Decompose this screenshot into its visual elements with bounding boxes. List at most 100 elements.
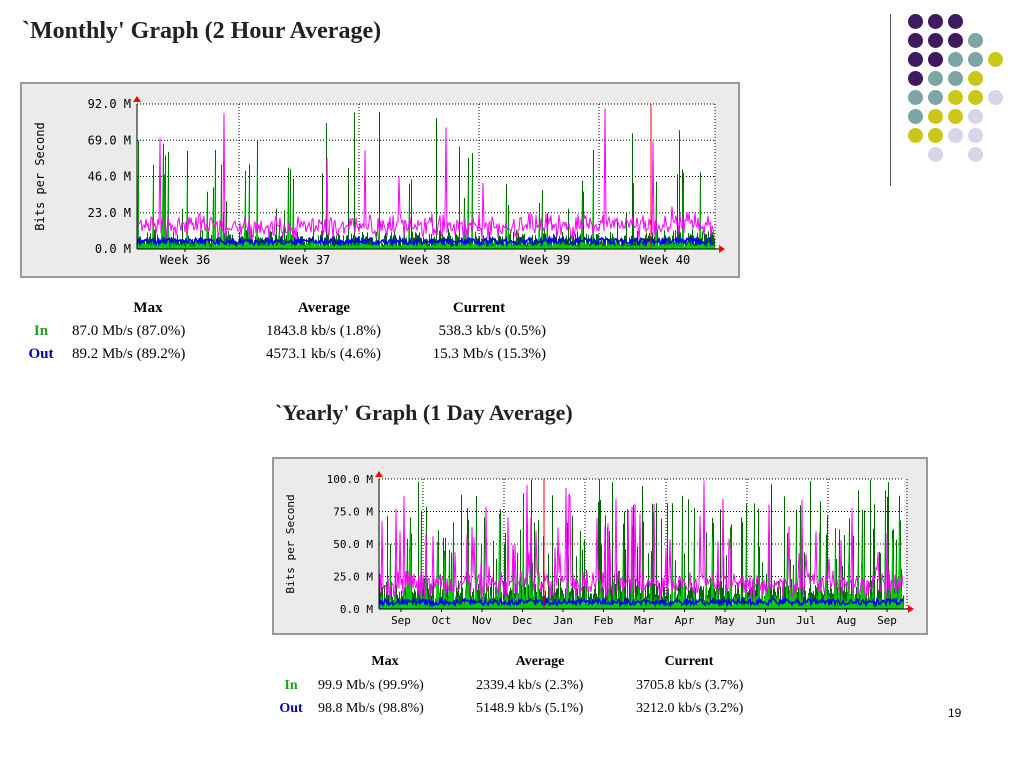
decorative-dot [948, 52, 963, 67]
out-label: Out [28, 346, 54, 362]
yearly-chart: 0.0 M 25.0 M 50.0 M 75.0 M 100.0 M Sep Oct Nov D… [272, 457, 928, 635]
x-tick-label: Week 38 [400, 253, 451, 267]
decorative-dot [968, 52, 983, 67]
monthly-chart-svg: 0.0 M 23.0 M 46.0 M 69.0 M 92.0 M Week 36 Week… [33, 96, 725, 267]
decorative-dot [968, 109, 983, 124]
y-tick-label: 23.0 M [88, 206, 131, 220]
in-current: 3705.8 kb/s (3.7%) [636, 677, 744, 693]
x-tick-label: Week 40 [640, 253, 691, 267]
out-average: 4573.1 kb/s (4.6%) [266, 346, 381, 362]
current-header: Current [452, 299, 506, 316]
y-tick-label: 100.0 M [327, 473, 374, 486]
decorative-dot [928, 14, 943, 29]
x-tick-label: Feb [594, 614, 614, 627]
decorative-dot [948, 33, 963, 48]
decorative-dot [968, 128, 983, 143]
decorative-dot [988, 52, 1003, 67]
in-max: 99.9 Mb/s (99.9%) [318, 677, 424, 693]
decorative-dot [928, 128, 943, 143]
decorative-dot [968, 147, 983, 162]
decorative-dot [908, 71, 923, 86]
x-tick-label: Jan [553, 614, 573, 627]
y-axis-arrow [133, 96, 141, 102]
y-tick-label: 46.0 M [88, 170, 131, 184]
y-axis-label: Bits per Second [33, 122, 47, 230]
y-tick-label: 75.0 M [333, 506, 373, 519]
decorative-dot [928, 33, 943, 48]
decorative-dot-grid [908, 14, 1012, 164]
x-tick-label: Jul [796, 614, 816, 627]
average-header: Average [515, 654, 565, 669]
out-average: 5148.9 kb/s (5.1%) [476, 700, 584, 716]
monthly-stats-table: Max Average Current In 87.0 Mb/s (87.0%)… [22, 296, 546, 366]
y-axis-label: Bits per Second [284, 494, 297, 593]
yearly-graph-title: `Yearly' Graph (1 Day Average) [275, 400, 573, 425]
x-tick-label: Week 37 [280, 253, 331, 267]
y-tick-label: 0.0 M [340, 603, 373, 616]
max-header: Max [371, 654, 399, 669]
out-max: 89.2 Mb/s (89.2%) [72, 346, 186, 362]
x-tick-label: Sep [877, 614, 897, 627]
decorative-dot [948, 128, 963, 143]
x-tick-label: Oct [432, 614, 452, 627]
in-current: 538.3 kb/s (0.5%) [438, 323, 547, 339]
x-axis-arrow [908, 605, 914, 613]
decorative-dot [948, 109, 963, 124]
out-current: 3212.0 kb/s (3.2%) [636, 700, 744, 716]
stats-row-in: In 99.9 Mb/s (99.9%) 2339.4 kb/s (2.3%) … [272, 674, 758, 697]
x-tick-label: Week 39 [520, 253, 571, 267]
in-label: In [33, 323, 49, 339]
series-out-line [136, 235, 715, 248]
y-tick-label: 0.0 M [95, 242, 131, 256]
decorative-dot [968, 33, 983, 48]
decorative-dot [928, 90, 943, 105]
decorative-dot [908, 90, 923, 105]
decorative-dot [928, 52, 943, 67]
current-header: Current [664, 654, 714, 669]
stats-header-row: Max Average Current [22, 296, 546, 320]
series-out-peak [136, 108, 715, 240]
in-max: 87.0 Mb/s (87.0%) [72, 323, 186, 339]
x-tick-label: Week 36 [160, 253, 211, 267]
decorative-divider [890, 14, 891, 186]
max-header: Max [133, 299, 163, 316]
decorative-dot [928, 147, 943, 162]
decorative-dot [948, 71, 963, 86]
out-current: 15.3 Mb/s (15.3%) [432, 346, 546, 362]
in-average: 1843.8 kb/s (1.8%) [266, 323, 381, 339]
monthly-graph-title: `Monthly' Graph (2 Hour Average) [22, 18, 382, 44]
x-tick-label: Sep [391, 614, 411, 627]
x-tick-label: Aug [837, 614, 857, 627]
monthly-chart: 0.0 M 23.0 M 46.0 M 69.0 M 92.0 M Week 36 Week… [20, 82, 740, 278]
decorative-dot [928, 109, 943, 124]
page-number: 19 [948, 706, 962, 720]
decorative-dot [948, 14, 963, 29]
decorative-dot [948, 90, 963, 105]
out-max: 98.8 Mb/s (98.8%) [318, 700, 424, 716]
yearly-chart-svg: 0.0 M 25.0 M 50.0 M 75.0 M 100.0 M Sep Oct Nov D… [284, 471, 914, 627]
decorative-dot [968, 90, 983, 105]
y-tick-label: 69.0 M [88, 133, 131, 147]
decorative-dot [908, 33, 923, 48]
y-tick-label: 25.0 M [333, 571, 373, 584]
decorative-dot [908, 14, 923, 29]
in-average: 2339.4 kb/s (2.3%) [476, 677, 584, 693]
decorative-dot [908, 52, 923, 67]
series-out-line [378, 595, 904, 609]
stats-row-out: Out 98.8 Mb/s (98.8%) 5148.9 kb/s (5.1%)… [272, 697, 758, 720]
x-axis-arrow [719, 245, 725, 253]
y-axis-arrow [375, 471, 383, 477]
y-tick-label: 50.0 M [333, 538, 373, 551]
stats-row-out: Out 89.2 Mb/s (89.2%) 4573.1 kb/s (4.6%)… [22, 343, 546, 366]
x-tick-label: Apr [675, 614, 695, 627]
decorative-dot [968, 71, 983, 86]
x-tick-label: May [715, 614, 735, 627]
x-tick-label: Nov [472, 614, 492, 627]
y-tick-label: 92.0 M [88, 97, 131, 111]
x-tick-label: Jun [756, 614, 776, 627]
series-out-peak [378, 480, 904, 600]
x-tick-label: Dec [513, 614, 533, 627]
x-tick-label: Mar [634, 614, 654, 627]
stats-header-row: Max Average Current [272, 650, 758, 674]
in-label: In [284, 677, 298, 693]
